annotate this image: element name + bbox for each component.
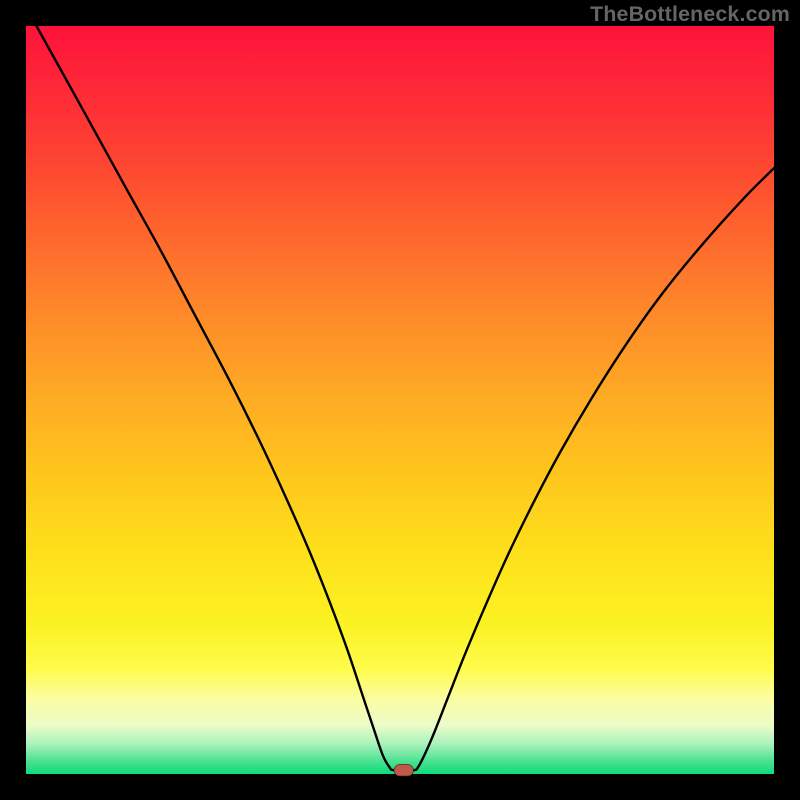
watermark-text: TheBottleneck.com xyxy=(590,2,790,27)
minimum-marker xyxy=(394,764,413,776)
chart-frame: TheBottleneck.com xyxy=(0,0,800,800)
plot-area xyxy=(26,26,774,774)
chart-svg xyxy=(0,0,800,800)
